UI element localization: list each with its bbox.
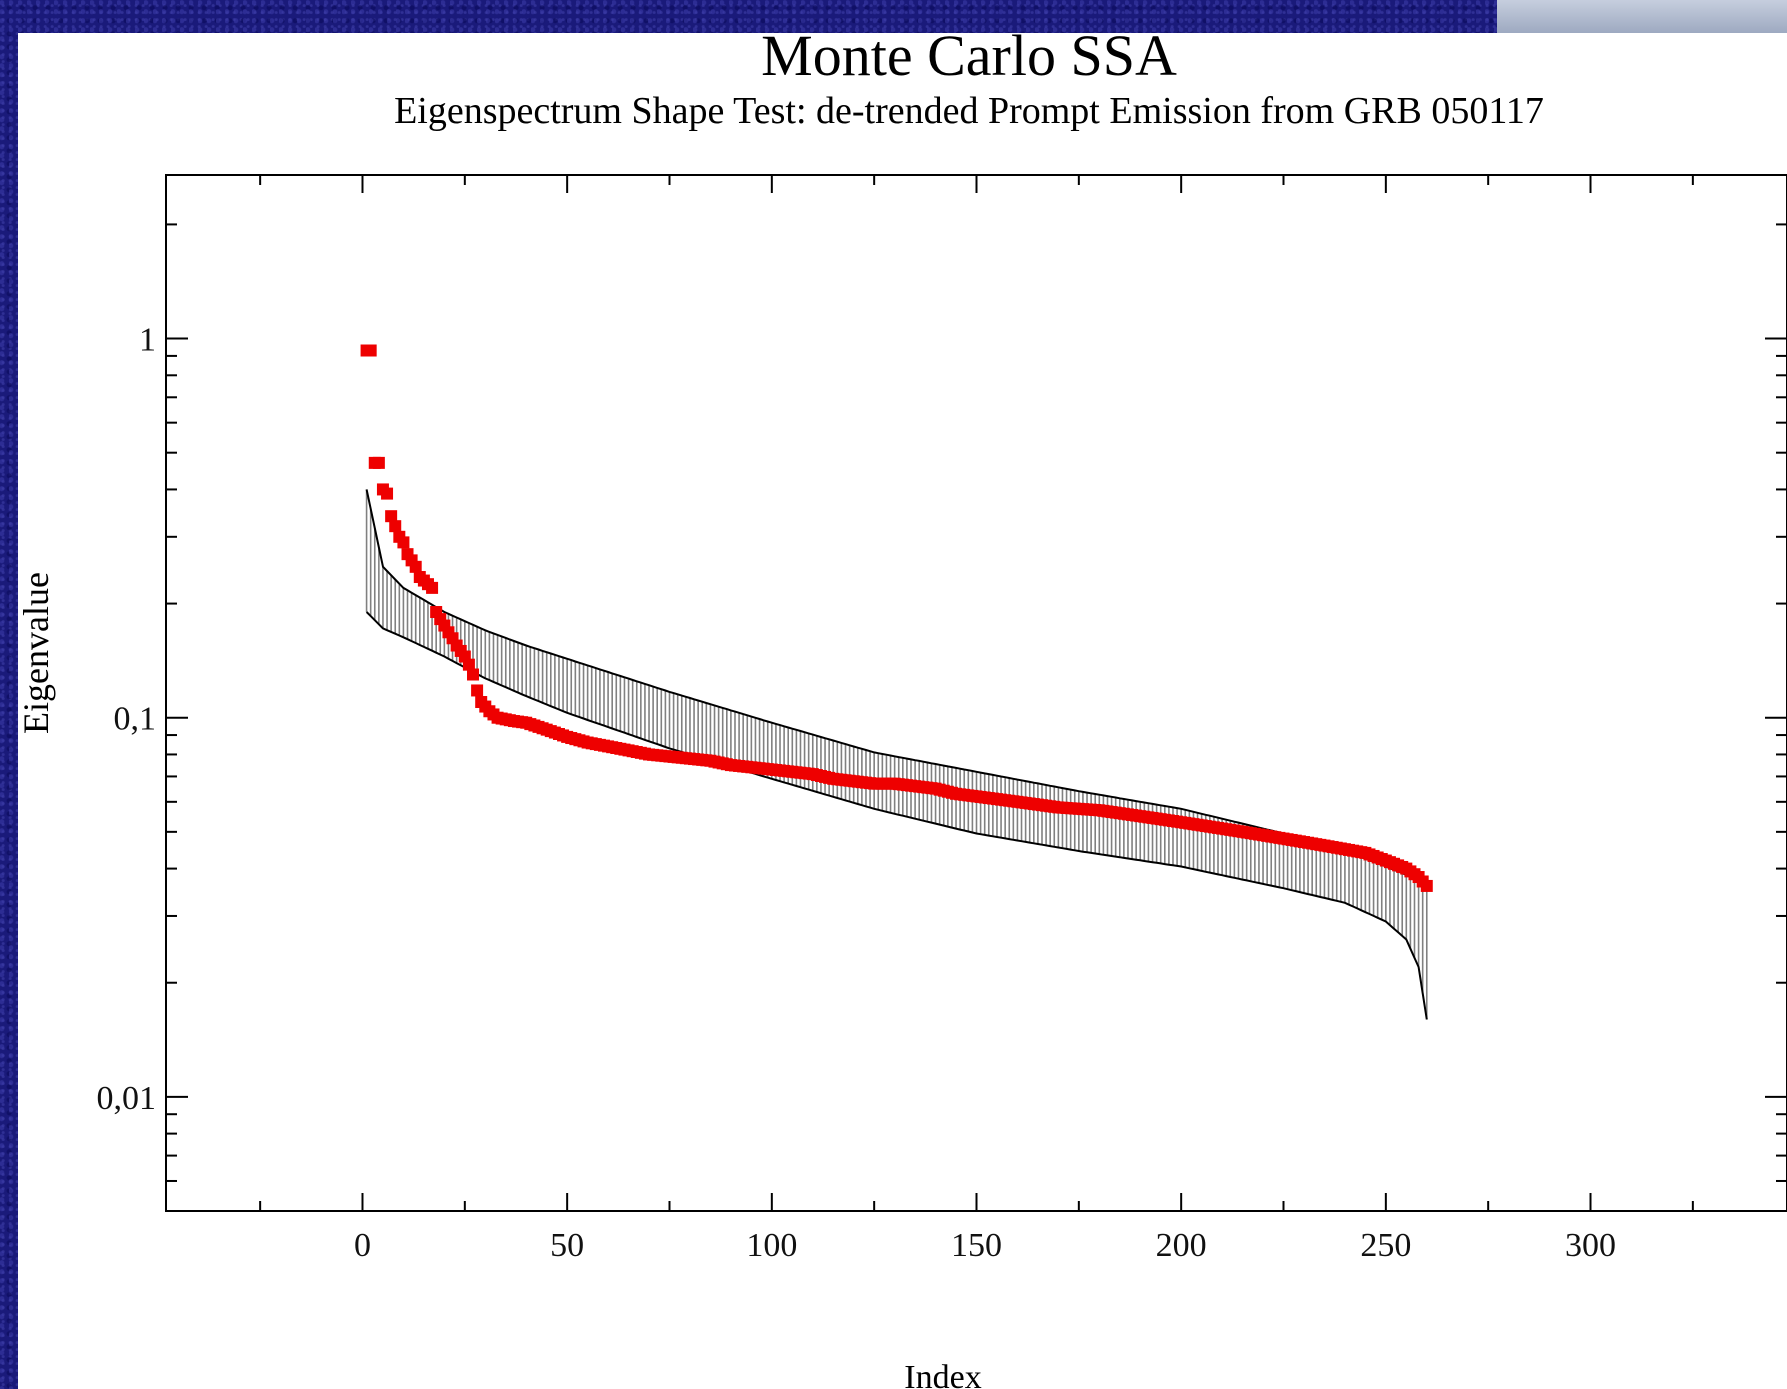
- data-point: [409, 560, 422, 573]
- chart-title: Monte Carlo SSA: [761, 33, 1177, 88]
- chart: Monte Carlo SSA Eigenspectrum Shape Test…: [18, 33, 1787, 1389]
- error-band-lower-edge: [365, 611, 1428, 1020]
- x-tick-label: 100: [746, 1227, 797, 1264]
- x-tick-label: 0: [354, 1227, 371, 1264]
- chart-subtitle: Eigenspectrum Shape Test: de-trended Pro…: [394, 90, 1544, 132]
- y-tick-label: 0,1: [114, 701, 157, 738]
- data-point: [381, 487, 394, 500]
- data-point: [389, 520, 402, 533]
- plot-area: 0 50 100 150 200 250 300 0,01 0,1 1: [97, 174, 1787, 1264]
- plot-frame: [165, 174, 1787, 1212]
- x-tick-label: 300: [1565, 1227, 1616, 1264]
- data-point: [364, 344, 377, 357]
- error-band-upper-edge: [365, 489, 1428, 887]
- x-tick-label: 250: [1360, 1227, 1411, 1264]
- corner-panel: [1497, 0, 1787, 36]
- data-point: [471, 684, 484, 697]
- data-point: [1420, 879, 1433, 892]
- chart-slide: Monte Carlo SSA Eigenspectrum Shape Test…: [18, 33, 1787, 1389]
- x-tick-label: 50: [550, 1227, 584, 1264]
- data-point: [397, 536, 410, 549]
- data-point: [467, 668, 480, 681]
- x-tick-label: 150: [951, 1227, 1002, 1264]
- data-point: [385, 510, 398, 523]
- data-point: [372, 456, 385, 469]
- y-axis-label: Eigenvalue: [18, 572, 56, 734]
- data-point: [426, 581, 439, 594]
- y-tick-label: 1: [139, 322, 156, 359]
- x-tick-label: 200: [1156, 1227, 1207, 1264]
- x-axis-label: Index: [904, 1359, 981, 1389]
- data-point: [462, 658, 475, 671]
- y-tick-label: 0,01: [97, 1080, 157, 1117]
